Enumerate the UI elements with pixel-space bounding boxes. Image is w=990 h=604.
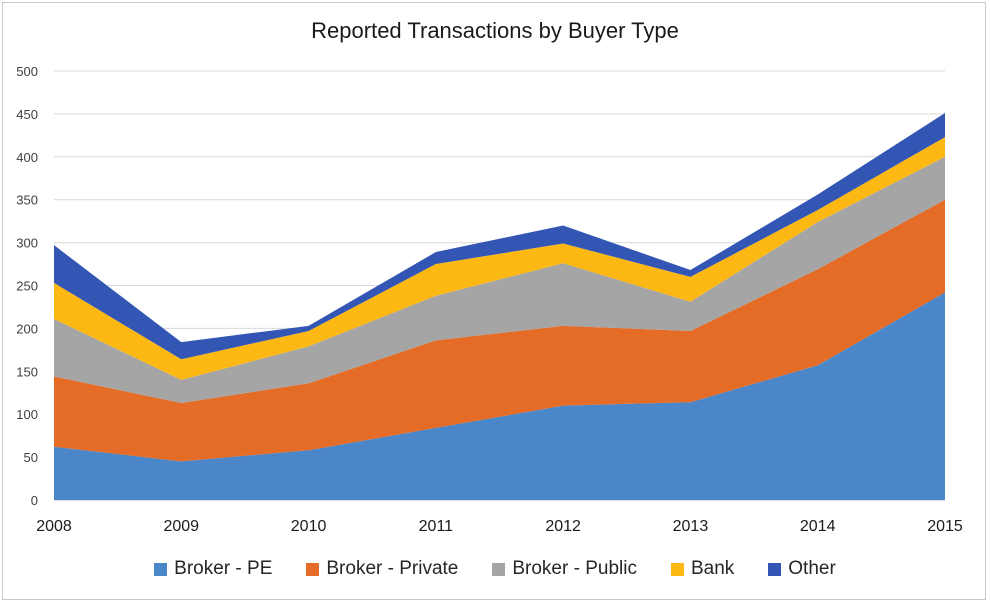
x-tick-label: 2012 bbox=[545, 518, 581, 535]
y-tick-label: 0 bbox=[31, 493, 38, 508]
y-tick-label: 400 bbox=[16, 150, 38, 165]
legend-item: Broker - Public bbox=[492, 558, 637, 580]
series-areas bbox=[54, 113, 945, 500]
x-tick-label: 2014 bbox=[800, 518, 836, 535]
y-tick-label: 450 bbox=[16, 107, 38, 122]
x-tick-label: 2009 bbox=[163, 518, 199, 535]
legend-label: Broker - Public bbox=[512, 558, 637, 579]
legend-swatch bbox=[492, 562, 506, 576]
legend-swatch bbox=[670, 562, 684, 576]
y-tick-label: 150 bbox=[16, 364, 38, 379]
legend-swatch bbox=[154, 562, 168, 576]
legend-item: Other bbox=[768, 558, 836, 580]
x-tick-label: 2008 bbox=[36, 518, 72, 535]
y-tick-label: 200 bbox=[16, 321, 38, 336]
y-tick-label: 300 bbox=[16, 236, 38, 251]
y-tick-label: 500 bbox=[16, 64, 38, 79]
y-tick-label: 250 bbox=[16, 279, 38, 294]
x-tick-label: 2013 bbox=[673, 518, 709, 535]
y-tick-label: 100 bbox=[16, 407, 38, 422]
legend-item: Bank bbox=[670, 558, 735, 580]
y-tick-label: 50 bbox=[24, 450, 38, 465]
legend-label: Bank bbox=[690, 558, 735, 579]
series-area-broker-pe bbox=[54, 292, 945, 500]
x-tick-label: 2010 bbox=[291, 518, 327, 535]
series-area-broker-private bbox=[54, 199, 945, 462]
x-tick-label: 2015 bbox=[927, 518, 963, 535]
y-axis-ticks: 0 50 100 150 200 250 300 350 400 450 500 bbox=[16, 64, 38, 508]
series-area-other bbox=[54, 113, 945, 360]
series-area-broker-public bbox=[54, 156, 945, 404]
legend-swatch bbox=[768, 562, 782, 576]
series-area-bank bbox=[54, 137, 945, 380]
y-tick-label: 350 bbox=[16, 193, 38, 208]
legend-swatch bbox=[306, 562, 320, 576]
legend-item: Broker - PE bbox=[154, 558, 272, 580]
legend-label: Other bbox=[788, 558, 836, 579]
x-tick-label: 2011 bbox=[419, 518, 454, 535]
x-axis-ticks: 2008 2009 2010 2011 2012 2013 2014 2015 bbox=[36, 518, 963, 535]
legend-label: Broker - PE bbox=[174, 558, 273, 579]
legend-label: Broker - Private bbox=[326, 558, 459, 579]
legend-item: Broker - Private bbox=[306, 558, 458, 580]
chart-title: Reported Transactions by Buyer Type bbox=[311, 18, 679, 43]
legend: Broker - PE Broker - Private Broker - Publ… bbox=[0, 558, 990, 580]
